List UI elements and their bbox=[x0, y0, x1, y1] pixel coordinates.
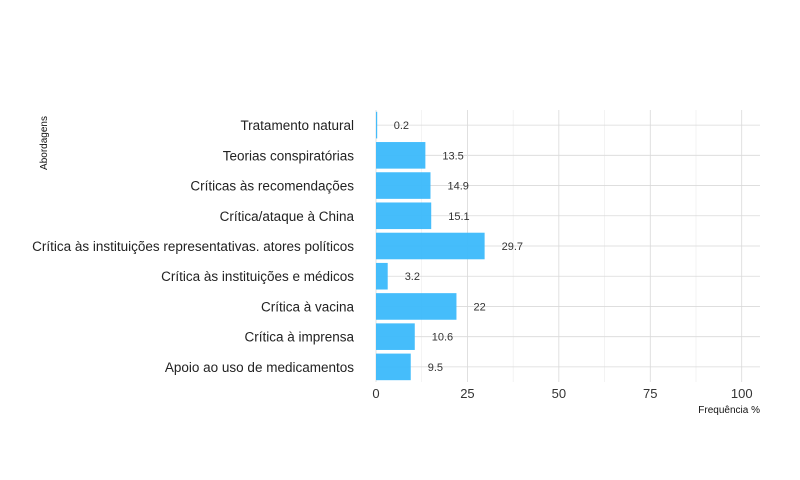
category-label: Tratamento natural bbox=[240, 118, 354, 133]
x-tick-labels: 0 25 50 75 100 bbox=[372, 386, 752, 401]
data-label: 9.5 bbox=[428, 362, 443, 374]
category-label: Crítica às instituições representativas.… bbox=[32, 239, 354, 254]
bar bbox=[376, 232, 485, 260]
data-label: 3.2 bbox=[405, 271, 420, 283]
category-label: Crítica/ataque à China bbox=[220, 209, 355, 224]
category-label: Apoio ao uso de medicamentos bbox=[165, 360, 354, 375]
x-tick-label: 75 bbox=[643, 386, 657, 401]
x-tick-label: 25 bbox=[460, 386, 474, 401]
bars bbox=[376, 111, 485, 381]
category-label: Crítica à vacina bbox=[261, 299, 355, 314]
category-label: Teorias conspiratórias bbox=[223, 148, 355, 163]
data-label: 15.1 bbox=[448, 211, 469, 223]
data-label: 13.5 bbox=[442, 150, 463, 162]
bar bbox=[376, 202, 432, 230]
y-axis-title: Abordagens bbox=[39, 116, 50, 170]
data-labels: 0.2 13.5 14.9 15.1 29.7 3.2 22 10.6 9.5 bbox=[394, 120, 523, 374]
bar bbox=[376, 172, 431, 199]
bar bbox=[376, 262, 388, 290]
category-labels: Tratamento natural Teorias conspiratórias… bbox=[32, 118, 354, 375]
data-label: 0.2 bbox=[394, 120, 409, 132]
grid bbox=[375, 110, 760, 382]
data-label: 22 bbox=[473, 301, 485, 313]
x-tick-label: 100 bbox=[731, 386, 753, 401]
data-label: 10.6 bbox=[432, 332, 453, 344]
bar bbox=[376, 353, 411, 381]
x-tick-label: 50 bbox=[552, 386, 566, 401]
x-tick-label: 0 bbox=[372, 386, 379, 401]
data-label: 14.9 bbox=[447, 181, 468, 193]
bar bbox=[376, 111, 378, 139]
bar bbox=[376, 293, 457, 320]
x-axis-title: Frequência % bbox=[698, 405, 760, 416]
category-label: Crítica à imprensa bbox=[244, 330, 354, 345]
data-label: 29.7 bbox=[502, 241, 523, 253]
category-label: Crítica às instituições e médicos bbox=[161, 269, 354, 284]
bar bbox=[376, 142, 426, 169]
bar bbox=[376, 323, 415, 350]
category-label: Críticas às recomendações bbox=[190, 179, 354, 194]
